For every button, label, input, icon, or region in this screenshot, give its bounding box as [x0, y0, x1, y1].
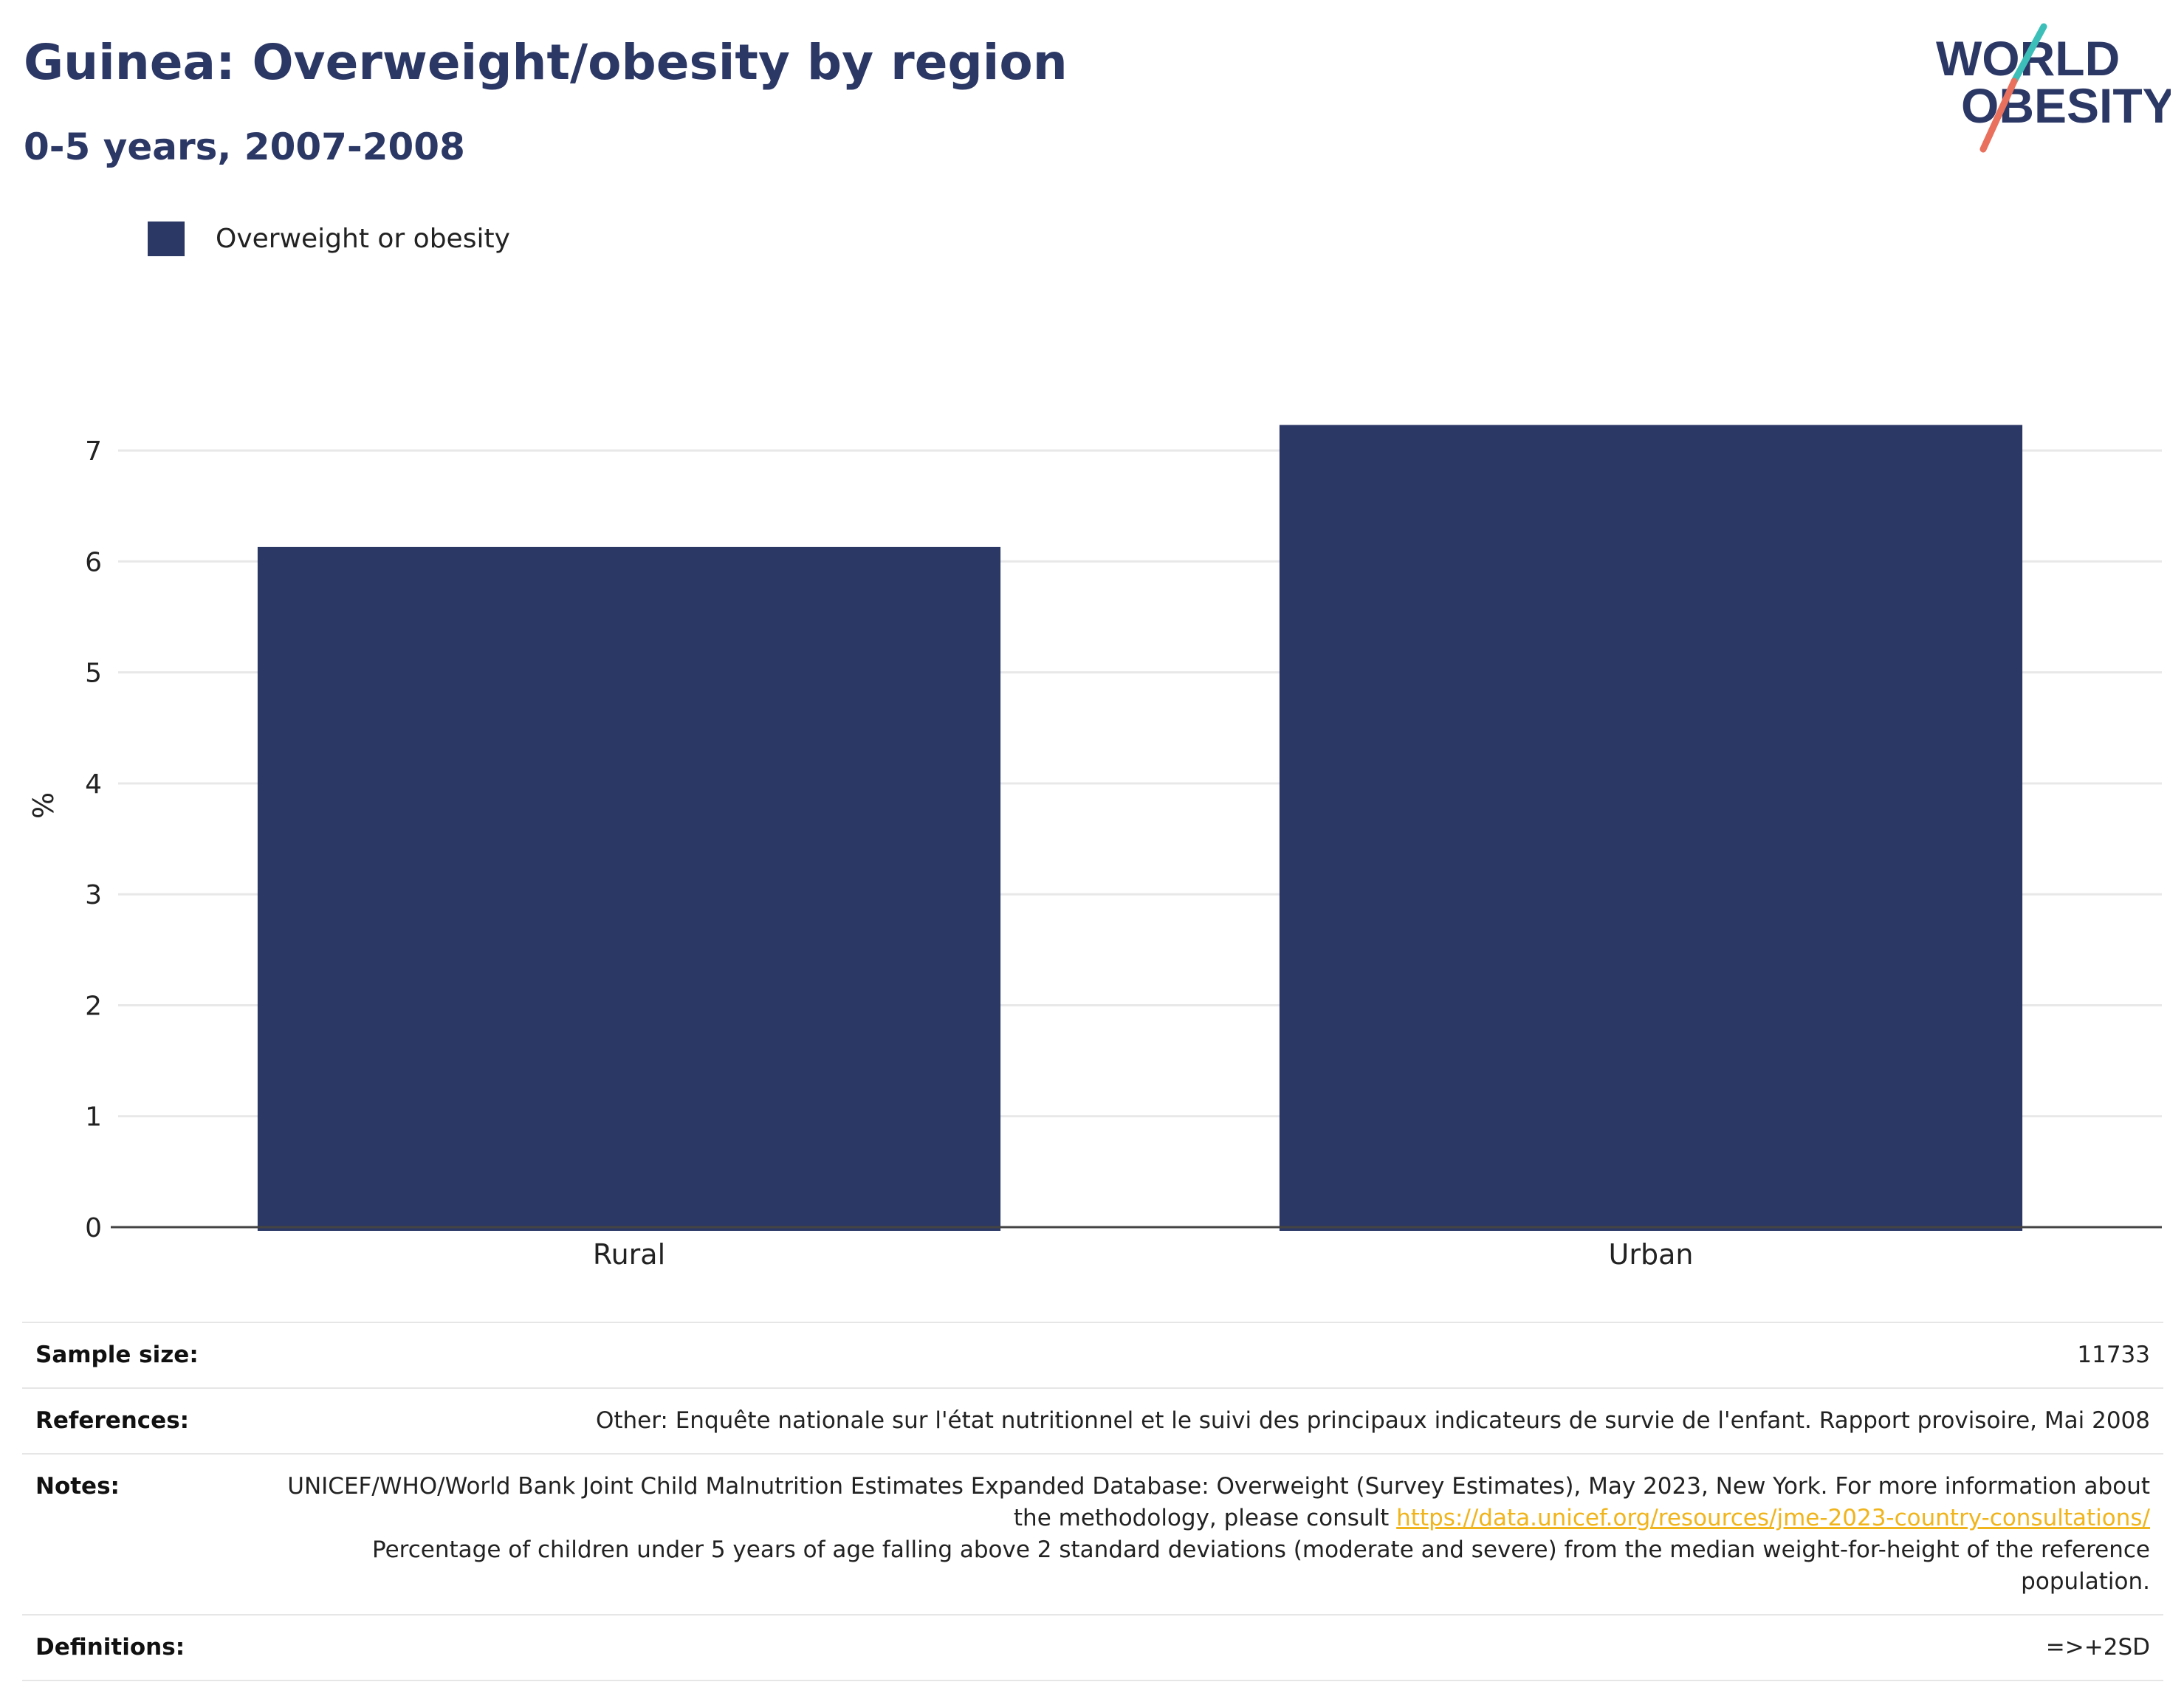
y-axis-label: %: [27, 792, 60, 819]
legend-label: Overweight or obesity: [216, 224, 510, 254]
meta-label: Sample size:: [22, 1322, 270, 1388]
y-tick-label: 5: [85, 659, 102, 689]
notes-link[interactable]: https://data.unicef.org/resources/jme-20…: [1396, 1505, 2150, 1531]
bar-urban: [1279, 425, 2023, 1231]
x-tick-label: Urban: [1609, 1238, 1694, 1271]
y-tick-label: 4: [85, 769, 102, 800]
meta-label: Definitions:: [22, 1614, 270, 1681]
notes-text: UNICEF/WHO/World Bank Joint Child Malnut…: [287, 1473, 2150, 1531]
meta-row-references: References: Other: Enquête nationale sur…: [22, 1387, 2163, 1454]
chart-title: Guinea: Overweight/obesity by region: [24, 34, 1068, 91]
y-tick-label: 6: [85, 547, 102, 577]
notes-definition-text: Percentage of children under 5 years of …: [372, 1537, 2150, 1595]
y-tick-label: 0: [85, 1213, 102, 1243]
legend-swatch: [148, 222, 185, 256]
x-tick-label: Rural: [593, 1238, 665, 1271]
meta-row-definitions: Definitions: =>+2SD: [22, 1614, 2163, 1681]
bar-chart: 0 1 2 3 4 5 6 7 Rural Urban%: [27, 425, 2162, 1271]
chart-legend: Overweight or obesity: [148, 222, 510, 256]
logo-slash-teal: [2010, 23, 2047, 85]
logo-slash-red: [1979, 78, 2018, 153]
y-tick-label: 3: [85, 880, 102, 910]
meta-row-notes: Notes: UNICEF/WHO/World Bank Joint Child…: [22, 1453, 2163, 1615]
meta-value: 11733: [270, 1322, 2163, 1388]
y-tick-label: 7: [85, 436, 102, 467]
meta-row-sample-size: Sample size: 11733: [22, 1322, 2163, 1388]
meta-value: UNICEF/WHO/World Bank Joint Child Malnut…: [270, 1453, 2163, 1615]
y-tick-label: 1: [85, 1102, 102, 1133]
meta-value: Other: Enquête nationale sur l'état nutr…: [270, 1387, 2163, 1454]
y-tick-label: 2: [85, 991, 102, 1021]
world-obesity-logo: WORLD OBESITY: [1936, 23, 2171, 153]
chart-subtitle: 0-5 years, 2007-2008: [24, 126, 465, 168]
meta-value: =>+2SD: [270, 1614, 2163, 1681]
meta-label: References:: [22, 1387, 270, 1454]
bar-rural: [257, 546, 1001, 1231]
metadata-table: Sample size: 11733 References: Other: En…: [22, 1322, 2163, 1681]
meta-label: Notes:: [22, 1453, 270, 1615]
